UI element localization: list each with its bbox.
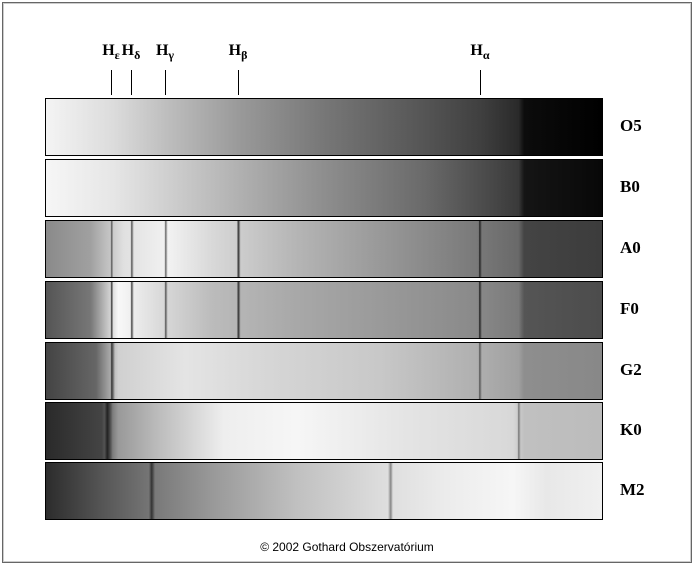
line-symbol: H	[121, 42, 135, 59]
line-tick	[165, 70, 166, 95]
line-subscript: γ	[168, 48, 175, 62]
line-tick	[111, 70, 112, 95]
line-label: Hβ	[229, 42, 248, 63]
spectrum-strip	[45, 402, 603, 460]
spectral-class: A0	[620, 238, 641, 257]
line-symbol: H	[470, 42, 483, 59]
line-tick	[480, 70, 481, 95]
spectrum-strip	[45, 342, 603, 400]
line-subscript: β	[241, 48, 248, 62]
line-symbol: H	[228, 42, 242, 59]
spectrum-strip	[45, 98, 603, 156]
spectral-class: O5	[620, 116, 642, 135]
spectral-class: G2	[620, 360, 642, 379]
spectrum-strip	[45, 220, 603, 278]
line-symbol: H	[155, 42, 169, 59]
line-subscript: ε	[114, 48, 120, 62]
spectrum-strip	[45, 159, 603, 217]
spectral-class: F0	[620, 299, 639, 318]
line-tick	[131, 70, 132, 95]
spectrum-strip	[45, 462, 603, 520]
spectrum-strip	[45, 281, 603, 339]
line-symbol: H	[102, 42, 115, 59]
spectral-class: M2	[620, 480, 645, 499]
line-label: Hα	[470, 42, 489, 63]
line-subscript: α	[482, 48, 490, 62]
line-subscript: δ	[134, 48, 141, 62]
spectral-class: K0	[620, 420, 642, 439]
line-label: Hγ	[156, 42, 174, 63]
footer: © 2002 Gothard Obszervatórium	[260, 540, 434, 554]
line-label: Hδ	[122, 42, 141, 63]
line-label: Hε	[102, 42, 120, 63]
spectral-class: B0	[620, 177, 640, 196]
line-tick	[238, 70, 239, 95]
